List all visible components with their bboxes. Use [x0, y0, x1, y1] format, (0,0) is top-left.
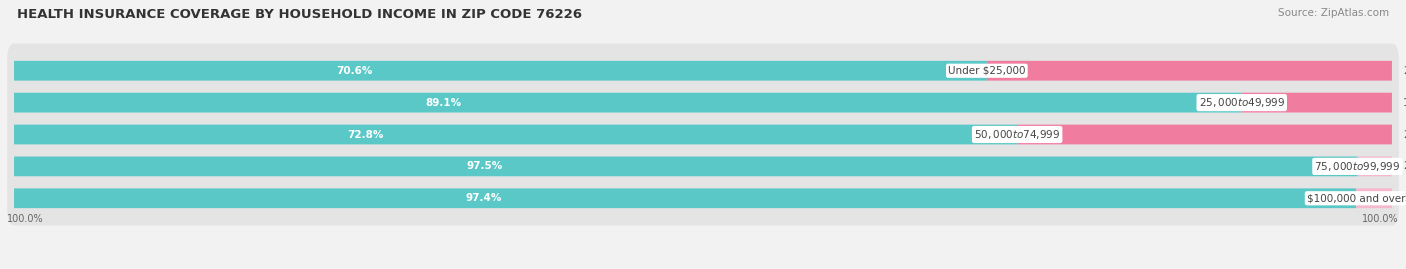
FancyBboxPatch shape — [14, 188, 1357, 208]
FancyBboxPatch shape — [1241, 93, 1392, 112]
FancyBboxPatch shape — [7, 171, 1399, 225]
Text: 70.6%: 70.6% — [336, 66, 373, 76]
FancyBboxPatch shape — [1017, 125, 1392, 144]
Text: 97.5%: 97.5% — [467, 161, 502, 171]
Text: 72.8%: 72.8% — [347, 129, 384, 140]
Text: HEALTH INSURANCE COVERAGE BY HOUSEHOLD INCOME IN ZIP CODE 76226: HEALTH INSURANCE COVERAGE BY HOUSEHOLD I… — [17, 8, 582, 21]
Text: 27.2%: 27.2% — [1403, 129, 1406, 140]
Text: $75,000 to $99,999: $75,000 to $99,999 — [1315, 160, 1400, 173]
FancyBboxPatch shape — [14, 61, 987, 81]
Text: $50,000 to $74,999: $50,000 to $74,999 — [974, 128, 1060, 141]
Text: 97.4%: 97.4% — [465, 193, 502, 203]
FancyBboxPatch shape — [7, 139, 1399, 193]
Text: Source: ZipAtlas.com: Source: ZipAtlas.com — [1278, 8, 1389, 18]
FancyBboxPatch shape — [14, 125, 1017, 144]
FancyBboxPatch shape — [14, 93, 1241, 112]
FancyBboxPatch shape — [7, 107, 1399, 162]
Text: $100,000 and over: $100,000 and over — [1306, 193, 1406, 203]
Text: 89.1%: 89.1% — [426, 98, 461, 108]
Text: 2.7%: 2.7% — [1405, 193, 1406, 203]
Text: 100.0%: 100.0% — [1362, 214, 1399, 224]
FancyBboxPatch shape — [7, 44, 1399, 98]
FancyBboxPatch shape — [987, 61, 1392, 81]
Text: Under $25,000: Under $25,000 — [948, 66, 1025, 76]
FancyBboxPatch shape — [1357, 188, 1393, 208]
Text: 29.4%: 29.4% — [1403, 66, 1406, 76]
FancyBboxPatch shape — [1358, 157, 1392, 176]
FancyBboxPatch shape — [7, 76, 1399, 130]
Text: 100.0%: 100.0% — [7, 214, 44, 224]
Text: 2.5%: 2.5% — [1403, 161, 1406, 171]
Text: $25,000 to $49,999: $25,000 to $49,999 — [1198, 96, 1285, 109]
Text: 10.9%: 10.9% — [1403, 98, 1406, 108]
FancyBboxPatch shape — [14, 157, 1358, 176]
